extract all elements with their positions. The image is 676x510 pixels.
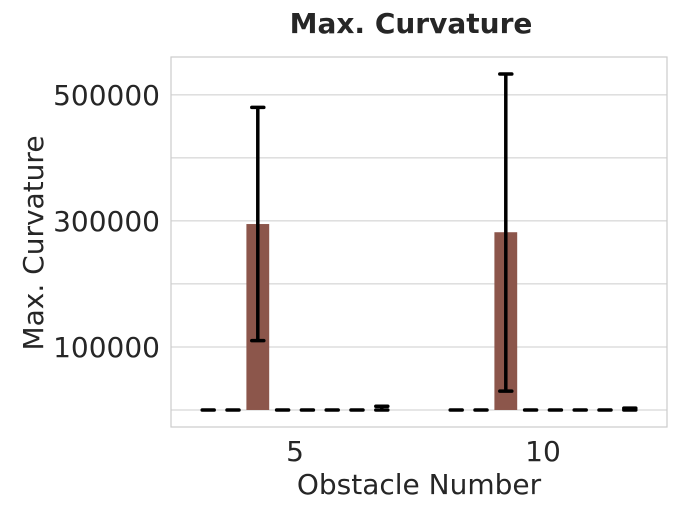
y-tick-label: 100000 [53,331,160,364]
bars-layer [246,224,518,410]
y-axis-label: Max. Curvature [17,135,50,350]
x-tick-label: 5 [286,435,304,468]
x-tick-label: 10 [525,435,561,468]
errorbars-layer [200,72,638,412]
y-tick-label: 300000 [53,205,160,238]
y-tick-labels: 100000 300000 500000 [53,79,160,364]
grid-layer [171,94,667,411]
x-tick-labels: 5 10 [286,435,561,468]
y-tick-label: 500000 [53,79,160,112]
plot-frame [170,56,668,428]
chart-title: Max. Curvature [290,7,533,40]
x-axis-label: Obstacle Number [297,468,542,501]
